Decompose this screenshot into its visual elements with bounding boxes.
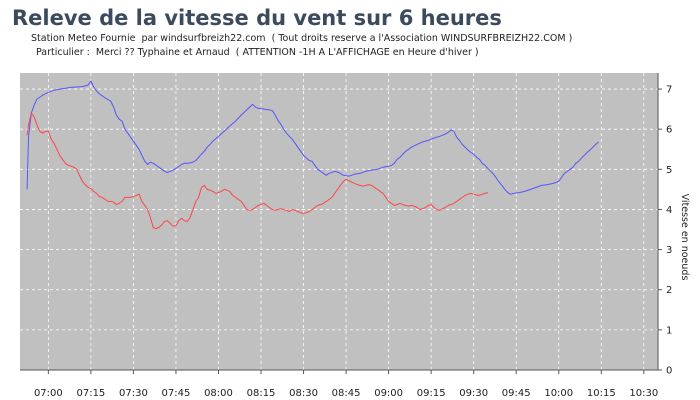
- x-tick-label: 07:30: [119, 388, 148, 399]
- subtitle-particulier: Particulier : Merci ?? Typhaine et Arnau…: [36, 47, 479, 58]
- x-tick-label: 08:30: [289, 388, 318, 399]
- x-tick-label: 09:30: [459, 388, 488, 399]
- y-tick-label: 3: [666, 245, 672, 256]
- x-tick-label: 08:45: [332, 388, 361, 399]
- y-tick-label: 2: [666, 285, 672, 296]
- y-tick-label: 7: [666, 85, 672, 96]
- series-line-1: [26, 80, 599, 195]
- x-tick-label: 10:30: [629, 388, 658, 399]
- page-title: Releve de la vitesse du vent sur 6 heure…: [12, 6, 502, 30]
- series-layer: [26, 80, 599, 230]
- x-tick-label: 10:15: [587, 388, 616, 399]
- x-tick-label: 09:45: [502, 388, 531, 399]
- x-tick-label: 09:00: [374, 388, 403, 399]
- x-tick-label: 09:15: [417, 388, 446, 399]
- y-tick-labels: 0 1 2 3 4 5 6 7: [658, 85, 672, 377]
- x-tick-label: 10:00: [544, 388, 573, 399]
- grid-lines: [20, 73, 658, 370]
- x-tick-label: 07:15: [76, 388, 105, 399]
- x-tick-labels: 07:00 07:15 07:30 07:45 08:00 08:15 08:30 08:45…: [34, 370, 658, 399]
- x-tick-label: 07:00: [34, 388, 63, 399]
- y-tick-label: 0: [666, 366, 672, 377]
- x-tick-label: 07:45: [162, 388, 191, 399]
- y-tick-label: 6: [666, 125, 672, 136]
- plot-area: [20, 73, 658, 370]
- subtitle-station: Station Meteo Fournie par windsurfbreizh…: [31, 33, 573, 44]
- y-tick-label: 4: [666, 205, 672, 216]
- y-axis-label: Vitesse en noeuds: [679, 194, 690, 281]
- y-tick-label: 5: [666, 165, 672, 176]
- x-tick-label: 08:00: [204, 388, 233, 399]
- series-line-2: [26, 112, 489, 230]
- y-tick-label: 1: [666, 325, 672, 336]
- x-tick-label: 08:15: [247, 388, 276, 399]
